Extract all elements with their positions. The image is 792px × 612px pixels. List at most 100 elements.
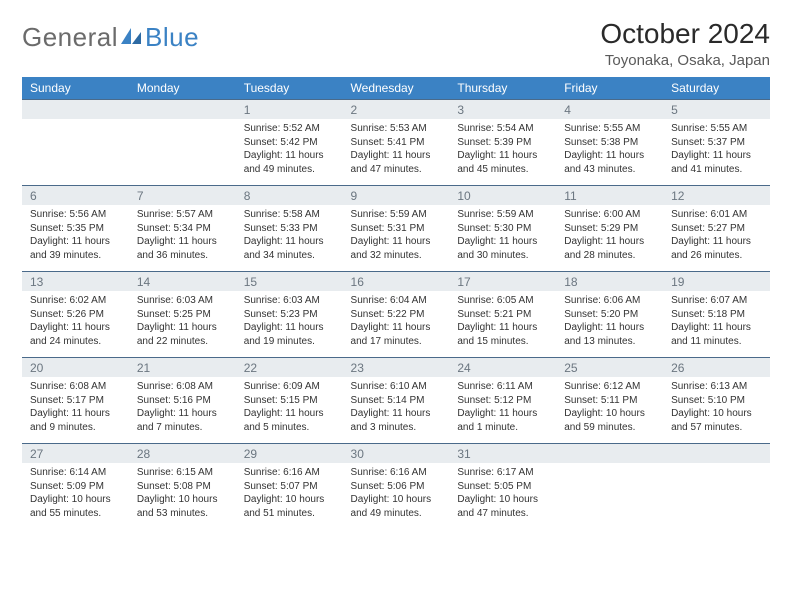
day-number: 13 [22,271,129,291]
sunset-text: Sunset: 5:29 PM [564,222,655,236]
calendar-day-cell: 4Sunrise: 5:55 AMSunset: 5:38 PMDaylight… [556,99,663,185]
calendar-day-cell: 27Sunrise: 6:14 AMSunset: 5:09 PMDayligh… [22,443,129,529]
sunset-text: Sunset: 5:22 PM [351,308,442,322]
day-number: 20 [22,357,129,377]
day-body: Sunrise: 6:06 AMSunset: 5:20 PMDaylight:… [556,291,663,352]
sunset-text: Sunset: 5:10 PM [671,394,762,408]
day-number: 14 [129,271,236,291]
day-body: Sunrise: 6:14 AMSunset: 5:09 PMDaylight:… [22,463,129,524]
calendar-day-cell: 24Sunrise: 6:11 AMSunset: 5:12 PMDayligh… [449,357,556,443]
day-body: Sunrise: 6:16 AMSunset: 5:06 PMDaylight:… [343,463,450,524]
day-number: 18 [556,271,663,291]
daylight-text: Daylight: 11 hours and 39 minutes. [30,235,121,262]
calendar-day-cell: 13Sunrise: 6:02 AMSunset: 5:26 PMDayligh… [22,271,129,357]
sunrise-text: Sunrise: 6:16 AM [351,466,442,480]
daylight-text: Daylight: 11 hours and 11 minutes. [671,321,762,348]
day-number: 29 [236,443,343,463]
sunrise-text: Sunrise: 6:14 AM [30,466,121,480]
sunset-text: Sunset: 5:11 PM [564,394,655,408]
calendar-day-cell: 29Sunrise: 6:16 AMSunset: 5:07 PMDayligh… [236,443,343,529]
day-body [22,119,129,126]
weekday-header: Wednesday [343,77,450,99]
day-body: Sunrise: 5:58 AMSunset: 5:33 PMDaylight:… [236,205,343,266]
sunrise-text: Sunrise: 5:58 AM [244,208,335,222]
calendar-day-cell: 17Sunrise: 6:05 AMSunset: 5:21 PMDayligh… [449,271,556,357]
sunset-text: Sunset: 5:38 PM [564,136,655,150]
day-number: 2 [343,99,450,119]
daylight-text: Daylight: 11 hours and 17 minutes. [351,321,442,348]
day-body: Sunrise: 5:52 AMSunset: 5:42 PMDaylight:… [236,119,343,180]
weekday-header: Friday [556,77,663,99]
day-body: Sunrise: 5:59 AMSunset: 5:30 PMDaylight:… [449,205,556,266]
title-block: October 2024 Toyonaka, Osaka, Japan [600,18,770,69]
day-number: 10 [449,185,556,205]
day-body: Sunrise: 5:55 AMSunset: 5:38 PMDaylight:… [556,119,663,180]
calendar-header-row: SundayMondayTuesdayWednesdayThursdayFrid… [22,77,770,99]
location-subtitle: Toyonaka, Osaka, Japan [600,52,770,69]
sunrise-text: Sunrise: 6:11 AM [457,380,548,394]
calendar-day-cell: 30Sunrise: 6:16 AMSunset: 5:06 PMDayligh… [343,443,450,529]
sunrise-text: Sunrise: 6:10 AM [351,380,442,394]
month-title: October 2024 [600,18,770,50]
calendar-day-cell: 7Sunrise: 5:57 AMSunset: 5:34 PMDaylight… [129,185,236,271]
sunset-text: Sunset: 5:39 PM [457,136,548,150]
sunrise-text: Sunrise: 6:08 AM [30,380,121,394]
day-body: Sunrise: 6:02 AMSunset: 5:26 PMDaylight:… [22,291,129,352]
day-body [556,463,663,470]
daylight-text: Daylight: 11 hours and 22 minutes. [137,321,228,348]
calendar-day-cell: 31Sunrise: 6:17 AMSunset: 5:05 PMDayligh… [449,443,556,529]
sunrise-text: Sunrise: 5:59 AM [457,208,548,222]
daylight-text: Daylight: 11 hours and 26 minutes. [671,235,762,262]
day-body: Sunrise: 6:08 AMSunset: 5:16 PMDaylight:… [129,377,236,438]
sunset-text: Sunset: 5:26 PM [30,308,121,322]
calendar-day-cell: 8Sunrise: 5:58 AMSunset: 5:33 PMDaylight… [236,185,343,271]
day-number: 22 [236,357,343,377]
logo: General Blue [22,22,199,55]
sunset-text: Sunset: 5:35 PM [30,222,121,236]
sunrise-text: Sunrise: 6:00 AM [564,208,655,222]
daylight-text: Daylight: 11 hours and 13 minutes. [564,321,655,348]
daylight-text: Daylight: 11 hours and 34 minutes. [244,235,335,262]
calendar-day-cell: 18Sunrise: 6:06 AMSunset: 5:20 PMDayligh… [556,271,663,357]
day-number: 16 [343,271,450,291]
day-body: Sunrise: 6:05 AMSunset: 5:21 PMDaylight:… [449,291,556,352]
sunrise-text: Sunrise: 6:12 AM [564,380,655,394]
sunrise-text: Sunrise: 5:59 AM [351,208,442,222]
calendar-day-cell: 3Sunrise: 5:54 AMSunset: 5:39 PMDaylight… [449,99,556,185]
day-number: 19 [663,271,770,291]
daylight-text: Daylight: 10 hours and 53 minutes. [137,493,228,520]
weekday-header: Monday [129,77,236,99]
sunrise-text: Sunrise: 6:06 AM [564,294,655,308]
daylight-text: Daylight: 11 hours and 19 minutes. [244,321,335,348]
sunset-text: Sunset: 5:33 PM [244,222,335,236]
daylight-text: Daylight: 10 hours and 49 minutes. [351,493,442,520]
calendar-day-cell [663,443,770,529]
sunrise-text: Sunrise: 5:54 AM [457,122,548,136]
weekday-header: Sunday [22,77,129,99]
day-number: 7 [129,185,236,205]
sunset-text: Sunset: 5:12 PM [457,394,548,408]
sunrise-text: Sunrise: 6:07 AM [671,294,762,308]
calendar-day-cell: 22Sunrise: 6:09 AMSunset: 5:15 PMDayligh… [236,357,343,443]
day-body: Sunrise: 6:07 AMSunset: 5:18 PMDaylight:… [663,291,770,352]
day-body: Sunrise: 6:11 AMSunset: 5:12 PMDaylight:… [449,377,556,438]
sunset-text: Sunset: 5:16 PM [137,394,228,408]
weekday-header: Thursday [449,77,556,99]
day-number: 11 [556,185,663,205]
day-body: Sunrise: 6:09 AMSunset: 5:15 PMDaylight:… [236,377,343,438]
sunrise-text: Sunrise: 5:55 AM [564,122,655,136]
sunset-text: Sunset: 5:07 PM [244,480,335,494]
sunrise-text: Sunrise: 6:03 AM [137,294,228,308]
daylight-text: Daylight: 11 hours and 9 minutes. [30,407,121,434]
sunset-text: Sunset: 5:41 PM [351,136,442,150]
calendar-week-row: 27Sunrise: 6:14 AMSunset: 5:09 PMDayligh… [22,443,770,529]
calendar-body: 1Sunrise: 5:52 AMSunset: 5:42 PMDaylight… [22,99,770,529]
calendar-day-cell [22,99,129,185]
day-number [129,99,236,119]
day-number: 28 [129,443,236,463]
sunset-text: Sunset: 5:14 PM [351,394,442,408]
daylight-text: Daylight: 11 hours and 45 minutes. [457,149,548,176]
sunset-text: Sunset: 5:30 PM [457,222,548,236]
weekday-header: Tuesday [236,77,343,99]
day-number [22,99,129,119]
